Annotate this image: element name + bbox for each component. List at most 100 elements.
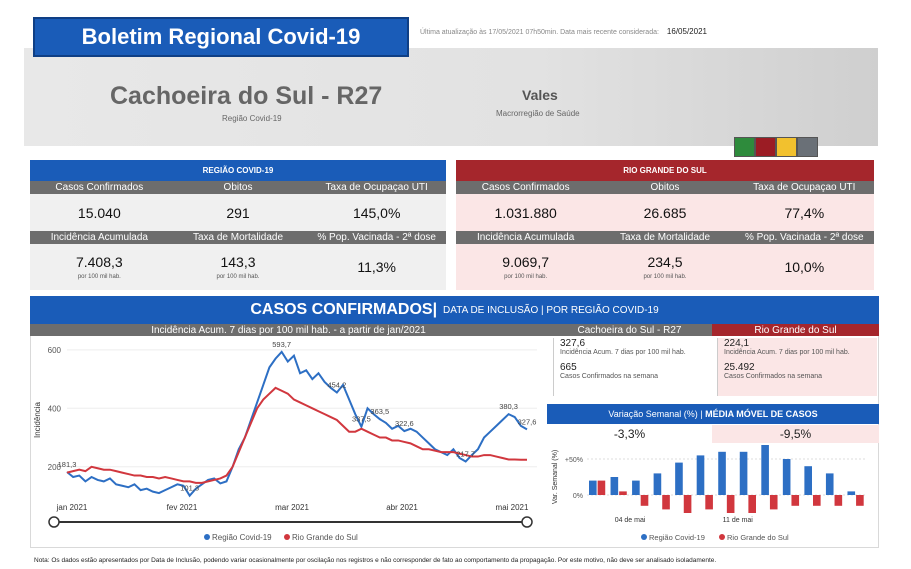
data-label: 217,7 [456,450,475,459]
bar [640,495,649,506]
update-info: Última atualização às 17/05/2021 07h50mi… [420,27,707,36]
regiao-label: Taxa de Ocupaçao UTI [325,182,428,193]
x-tick-label: 04 de mai [615,517,646,524]
bar [769,495,778,510]
data-label: 337,5 [352,415,371,424]
regiao-label: Casos Confirmados [55,182,144,193]
rs-label: Casos Confirmados [481,182,570,193]
data-label: 181,3 [58,460,77,469]
bar [653,473,662,495]
regiao-value: 7.408,3 por 100 mil hab. [75,254,123,280]
data-label: 454,2 [327,381,346,390]
regiao-title: REGIÃO COVID-19 [30,160,446,181]
x-tick-label: mai 2021 [496,503,529,512]
legend-dot [719,534,725,540]
regiao-weekly-cases: 665 [560,362,577,373]
x-tick-label: mar 2021 [275,503,309,512]
region-name: Cachoeira do Sul - R27 [110,82,383,110]
incidence-label: Incidência Acum. 7 dias por 100 mil hab. [724,349,850,356]
rs-value: 9.069,7 por 100 mil hab. [502,254,550,280]
rs-panel: RIO GRANDE DO SUL Casos Confirmados Obit… [456,160,874,290]
data-label: 327,6 [518,417,537,426]
series-line [66,386,527,484]
col-regiao-header: Cachoeira do Sul - R27 [547,324,712,336]
rs-label: Taxa de Ocupaçao UTI [753,182,856,193]
legend-label: Rio Grande do Sul [292,533,358,542]
regiao-value: 11,3% [357,259,397,275]
bar [834,495,843,506]
bar [589,480,597,495]
rs-label: Obitos [650,182,680,193]
y-tick-label: 600 [48,346,62,355]
y-tick-label: 400 [48,404,62,413]
data-label: 380,3 [499,402,518,411]
regiao-label: Incidência Acumulada [50,232,148,243]
legend-label: Região Covid-19 [212,533,272,542]
flag-swatch [776,137,797,157]
col-rs-header: Rio Grande do Sul [712,324,879,336]
flag-swatch [755,137,776,157]
regiao-value: 145,0% [352,204,401,221]
rs-label: Taxa de Mortalidade [619,232,711,243]
legend-dot [641,534,647,540]
range-slider-handle [48,516,60,528]
incidence-line-chart: 200 400 600 Incidência jan 2021 fev 2021 mar 2… [33,340,537,542]
regiao-value: 15.040 [77,204,121,221]
regiao-label: Taxa de Mortalidade [192,232,284,243]
macro-name: Vales [522,87,558,103]
regiao-kpis: 327,6 Incidência Acum. 7 dias por 100 mi… [553,338,703,396]
bar [847,491,856,495]
bar [726,495,735,513]
rs-value: 10,0% [784,259,825,275]
range-slider-handle [521,516,533,528]
bar [748,495,756,513]
page-title: Boletim Regional Covid-19 [33,17,409,57]
rs-incidence: 224,1 [724,338,750,349]
weekly-variation-bar-chart: Var. Semanal (%) +50% 0% 04 de mai 11 de mai… [552,445,867,542]
rs-value: 26.685 [643,204,687,221]
region-subtitle: Região Covid-19 [222,114,282,123]
regiao-incidence: 327,6 [560,338,586,349]
y-axis-label: Var. Semanal (%) [552,450,559,504]
legend-label: Rio Grande do Sul [727,533,789,542]
bar [739,451,748,495]
bar [856,495,864,506]
data-label: 593,7 [272,340,291,349]
x-tick-label: fev 2021 [167,503,198,512]
regiao-panel: REGIÃO COVID-19 Casos Confirmados Obitos… [30,160,446,290]
data-label: 322,6 [395,419,414,428]
bar [662,495,670,510]
regiao-value: 143,3 por 100 mil hab. [216,254,260,280]
regiao-value: 291 [226,204,250,221]
series-line [66,350,528,498]
footnote: Nota: Os dados estão apresentados por Da… [34,557,717,564]
bar [705,495,713,510]
bar [619,491,627,495]
bar [632,480,640,495]
macro-subtitle: Macrorregião de Saúde [496,109,580,118]
y-tick-label: 200 [48,463,62,472]
bar [597,480,606,495]
rs-weekly-cases: 25.492 [724,362,755,373]
var-rs: -9,5% [712,425,879,443]
bar [718,451,726,495]
bar [782,459,791,495]
rs-label: Incidência Acumulada [477,232,575,243]
regiao-label: % Pop. Vacinada - 2ª dose [317,232,436,243]
cases-label: Casos Confirmados na semana [724,373,823,380]
flag-indicators [734,137,818,157]
rs-value: 1.031.880 [494,204,557,221]
var-regiao: -3,3% [613,427,646,441]
variacao-header: Variação Semanal (%) | MÉDIA MÓVEL DE CA… [547,404,879,424]
bar [825,473,834,495]
bar [761,445,769,495]
x-tick-label: jan 2021 [56,503,88,512]
bar [675,462,683,495]
rs-title: RIO GRANDE DO SUL [456,160,874,181]
x-tick-label: 11 de mai [723,517,754,524]
bar [813,495,821,506]
header-band [24,48,878,146]
cases-label: Casos Confirmados na semana [560,373,659,380]
rs-label: % Pop. Vacinada - 2ª dose [745,232,864,243]
incidence-label: Incidência Acum. 7 dias por 100 mil hab. [560,349,686,356]
